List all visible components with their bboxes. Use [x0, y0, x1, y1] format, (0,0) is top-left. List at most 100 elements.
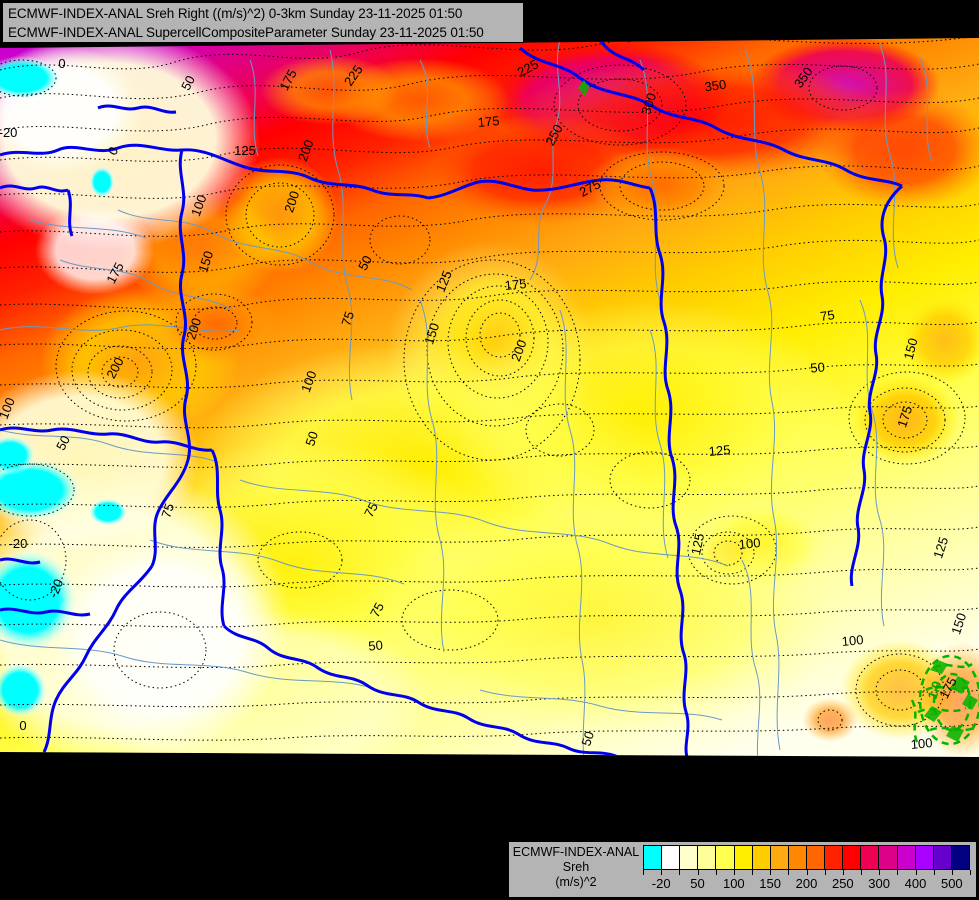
- contour-label: 200: [281, 189, 302, 214]
- contour-label: 100: [298, 369, 320, 395]
- colorbar-swatch-0: [644, 846, 663, 869]
- contour-label: 150: [948, 611, 969, 636]
- contour-label: 200: [183, 316, 204, 341]
- colorbar-tick-17: [951, 870, 953, 875]
- colorbar-label-50: 50: [690, 876, 705, 891]
- colorbar-label-400: 400: [904, 876, 927, 891]
- contour-label: 150: [421, 321, 442, 346]
- colorbar-tick-labels: -20 50 100 150 200 250 300 400 500 700: [643, 876, 979, 894]
- contour-label: 100: [738, 535, 761, 552]
- contour-label: 300: [638, 91, 659, 116]
- contour-label: 50: [53, 433, 73, 453]
- colorbar-swatch-6: [752, 846, 771, 869]
- contour-label: 50: [578, 729, 597, 747]
- contour-label: 50: [368, 637, 384, 653]
- contour-label: 0: [19, 718, 26, 733]
- colorbar-tick-4: [715, 870, 717, 875]
- colorbar-swatch-3: [698, 846, 717, 869]
- contour-label: -20: [45, 577, 66, 600]
- colorbar-swatch-4: [716, 846, 735, 869]
- colorbar-tick-13: [879, 870, 881, 875]
- colorbar[interactable]: [643, 845, 970, 870]
- colorbar-swatch-17: [951, 846, 969, 869]
- colorbar-swatch-16: [933, 846, 952, 869]
- colorbar-swatch-8: [788, 846, 807, 869]
- colorbar-label-300: 300: [868, 876, 891, 891]
- colorbar-label--20: -20: [651, 876, 671, 891]
- colorbar-swatch-5: [734, 846, 753, 869]
- field-blobs: [0, 38, 979, 757]
- contour-label: 50: [178, 73, 198, 93]
- colorbar-tick-18: [970, 870, 971, 875]
- colorbar-ticks: [643, 870, 971, 876]
- legend-text-block: ECMWF-INDEX-ANAL Sreh (m/s)^2: [509, 842, 643, 890]
- contour-label: 175: [894, 404, 915, 429]
- colorbar-label-100: 100: [722, 876, 745, 891]
- contour-label: 175: [504, 276, 527, 293]
- contour-label: 350: [704, 77, 728, 95]
- colorbar-swatch-14: [897, 846, 916, 869]
- overlay-contour-label: 1.0: [925, 679, 945, 701]
- colorbar-tick-11: [842, 870, 844, 875]
- colorbar-legend-panel: ECMWF-INDEX-ANAL Sreh (m/s)^2 -20 50 100 15…: [508, 841, 979, 898]
- map-title-box: ECMWF-INDEX-ANAL Sreh Right ((m/s)^2) 0-…: [2, 2, 524, 43]
- colorbar-tick-2: [679, 870, 681, 875]
- colorbar-label-250: 250: [831, 876, 854, 891]
- contour-label: 100: [910, 735, 933, 752]
- colorbar-swatch-13: [879, 846, 898, 869]
- contour-label: 200: [508, 338, 530, 364]
- contour-label: 100: [841, 632, 864, 649]
- colorbar-tick-0: [643, 870, 644, 875]
- contour-label: 75: [361, 500, 381, 520]
- colorbar-tick-5: [733, 870, 735, 875]
- colorbar-label-700: 700: [977, 876, 979, 891]
- contour-label: 200: [295, 138, 317, 164]
- contour-label: -20: [9, 536, 28, 551]
- contour-label: 125: [930, 535, 951, 560]
- contour-label: 0: [58, 56, 65, 71]
- colorbar-swatch-9: [806, 846, 826, 869]
- colorbar-swatch-2: [680, 846, 699, 869]
- colorbar-swatch-10: [825, 846, 844, 869]
- contour-label: 50: [810, 359, 826, 375]
- contour-label: 125: [234, 143, 256, 158]
- legend-field-name: Sreh: [562, 860, 590, 874]
- contour-label: 75: [158, 501, 177, 519]
- contour-label: 125: [708, 442, 731, 459]
- colorbar-label-500: 500: [940, 876, 963, 891]
- colorbar-tick-8: [788, 870, 790, 875]
- colorbar-tick-3: [697, 870, 699, 875]
- contour-lines: [0, 38, 979, 741]
- colorbar-tick-14: [897, 870, 899, 875]
- contour-label: 50: [355, 253, 375, 273]
- title-line-primary: ECMWF-INDEX-ANAL Sreh Right ((m/s)^2) 0-…: [8, 6, 463, 21]
- contour-label: 150: [195, 249, 216, 274]
- supercell-overlay-fill-patches: [578, 80, 978, 742]
- colorbar-swatch-12: [861, 846, 880, 869]
- colorbar-tick-9: [806, 870, 808, 875]
- contour-label: -20: [0, 125, 17, 140]
- contour-label: 50: [302, 429, 321, 447]
- contour-label: 150: [901, 336, 921, 361]
- contour-label: 75: [338, 309, 357, 327]
- legend-units: (m/s)^2: [555, 875, 597, 889]
- title-line-secondary: ECMWF-INDEX-ANAL SupercellCompositeParam…: [8, 25, 484, 40]
- contour-label: 175: [477, 113, 500, 130]
- colorbar-label-150: 150: [759, 876, 782, 891]
- contour-label: 75: [367, 600, 387, 620]
- legend-model-name: ECMWF-INDEX-ANAL: [512, 845, 640, 859]
- colorbar-tick-12: [861, 870, 862, 875]
- colorbar-tick-6: [752, 870, 753, 875]
- colorbar-tick-16: [933, 870, 935, 875]
- colorbar-label-200: 200: [795, 876, 818, 891]
- colorbar-wrapper: -20 50 100 150 200 250 300 400 500 700: [643, 842, 979, 894]
- colorbar-tick-15: [915, 870, 917, 875]
- contour-label: 125: [688, 532, 707, 556]
- contour-label: 100: [188, 193, 210, 219]
- contour-label: 75: [819, 307, 835, 324]
